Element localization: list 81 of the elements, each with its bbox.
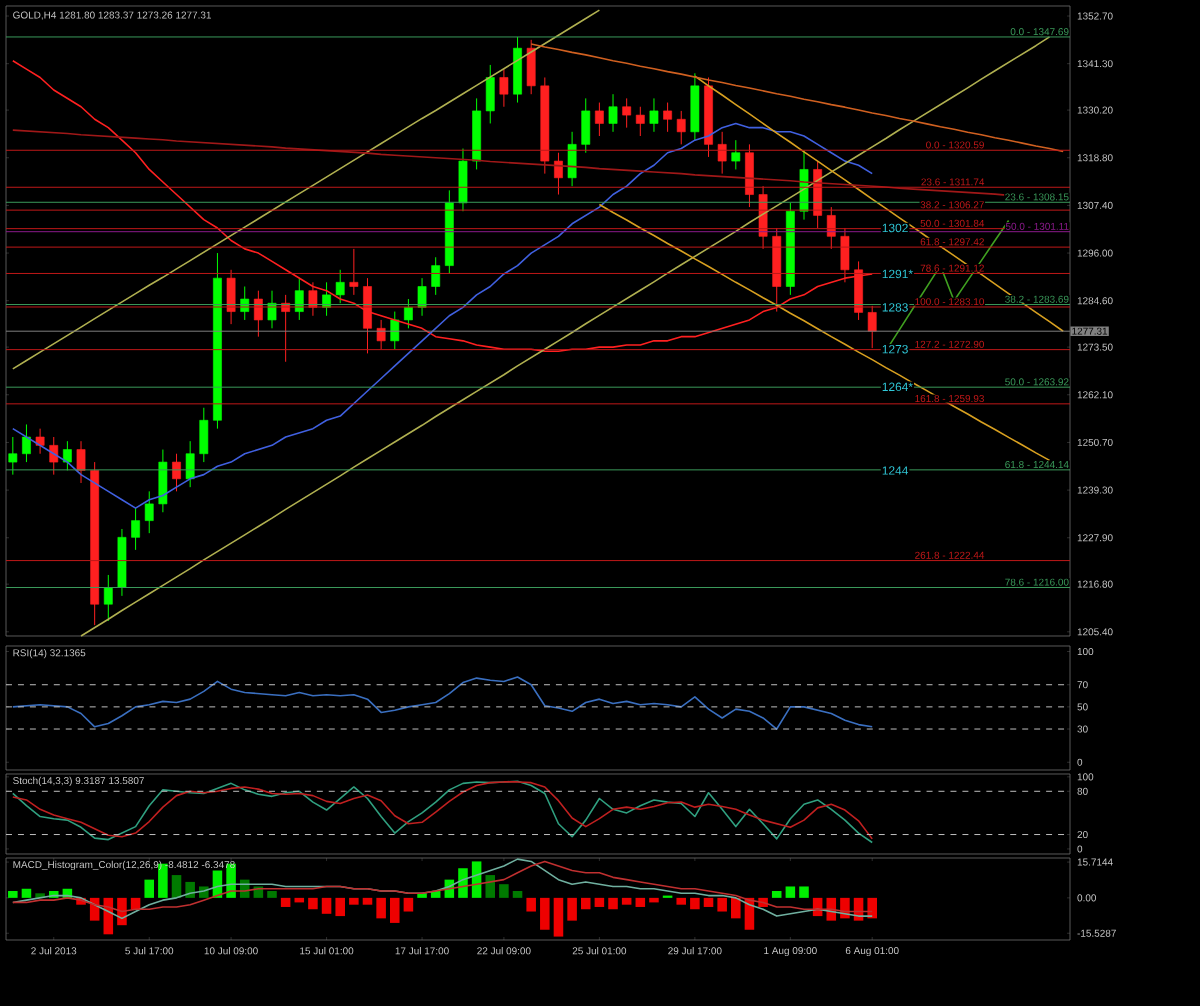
candlestick xyxy=(485,64,495,124)
candlestick xyxy=(826,206,836,250)
bar xyxy=(144,879,155,898)
candlestick xyxy=(172,453,181,492)
bar xyxy=(389,897,400,923)
candlestick xyxy=(349,248,359,296)
candlestick xyxy=(226,269,236,325)
bar xyxy=(771,891,782,898)
bar xyxy=(580,897,591,910)
candlestick xyxy=(103,574,113,622)
candlestick xyxy=(499,68,509,108)
candlestick xyxy=(663,102,672,133)
bar xyxy=(785,886,796,898)
candlestick xyxy=(308,281,318,317)
candlestick xyxy=(840,227,850,283)
candlestick xyxy=(390,311,400,350)
bar xyxy=(867,897,877,919)
bar xyxy=(799,886,809,898)
candlestick xyxy=(567,131,577,187)
candlestick xyxy=(635,106,645,137)
bar xyxy=(8,891,18,898)
bar xyxy=(608,897,618,910)
candlestick xyxy=(49,436,59,476)
candlestick xyxy=(8,436,18,476)
candlestick xyxy=(608,93,618,133)
bar xyxy=(335,897,345,917)
bar xyxy=(499,884,509,898)
bar xyxy=(676,897,687,905)
bar xyxy=(171,875,182,898)
candlestick xyxy=(854,260,863,321)
candlestick xyxy=(458,148,468,212)
candlestick xyxy=(335,269,345,304)
bar xyxy=(349,897,359,905)
bar xyxy=(362,897,373,905)
candlestick xyxy=(76,440,86,484)
candlestick xyxy=(867,305,877,349)
candlestick xyxy=(554,152,563,196)
bar xyxy=(321,897,332,914)
bar xyxy=(308,897,318,910)
candlestick xyxy=(22,423,31,463)
candlestick xyxy=(62,440,72,471)
candlestick xyxy=(581,97,591,154)
candlestick xyxy=(158,449,168,513)
bar xyxy=(731,897,741,919)
bar xyxy=(690,897,700,910)
candlestick xyxy=(199,407,209,463)
bar xyxy=(280,897,291,907)
bar xyxy=(540,897,550,930)
candlestick xyxy=(417,277,427,317)
candlestick xyxy=(513,36,522,104)
bar xyxy=(21,888,32,898)
bar xyxy=(621,897,632,905)
candlestick xyxy=(185,440,195,488)
bar xyxy=(717,897,727,912)
candlestick xyxy=(676,110,686,145)
candlestick xyxy=(404,298,413,329)
candlestick xyxy=(526,39,536,95)
candlestick xyxy=(690,72,700,141)
bar xyxy=(403,897,414,912)
candlestick xyxy=(745,143,754,208)
candlestick xyxy=(731,139,741,170)
bar xyxy=(485,875,496,898)
candlestick xyxy=(594,102,604,137)
candlestick xyxy=(131,507,140,551)
bar xyxy=(649,897,659,903)
bar xyxy=(267,891,277,898)
bar xyxy=(512,891,523,898)
candlestick xyxy=(144,490,154,534)
bar xyxy=(703,897,714,907)
candlestick xyxy=(622,97,632,129)
bar xyxy=(594,897,605,907)
bar xyxy=(376,897,386,919)
bar xyxy=(567,897,577,921)
candlestick xyxy=(649,97,659,133)
bar xyxy=(553,897,564,937)
bar xyxy=(526,897,536,912)
candlestick xyxy=(431,256,441,296)
bar xyxy=(158,863,168,898)
candlestick xyxy=(35,428,45,455)
bar xyxy=(635,897,646,907)
candlestick xyxy=(717,131,727,175)
